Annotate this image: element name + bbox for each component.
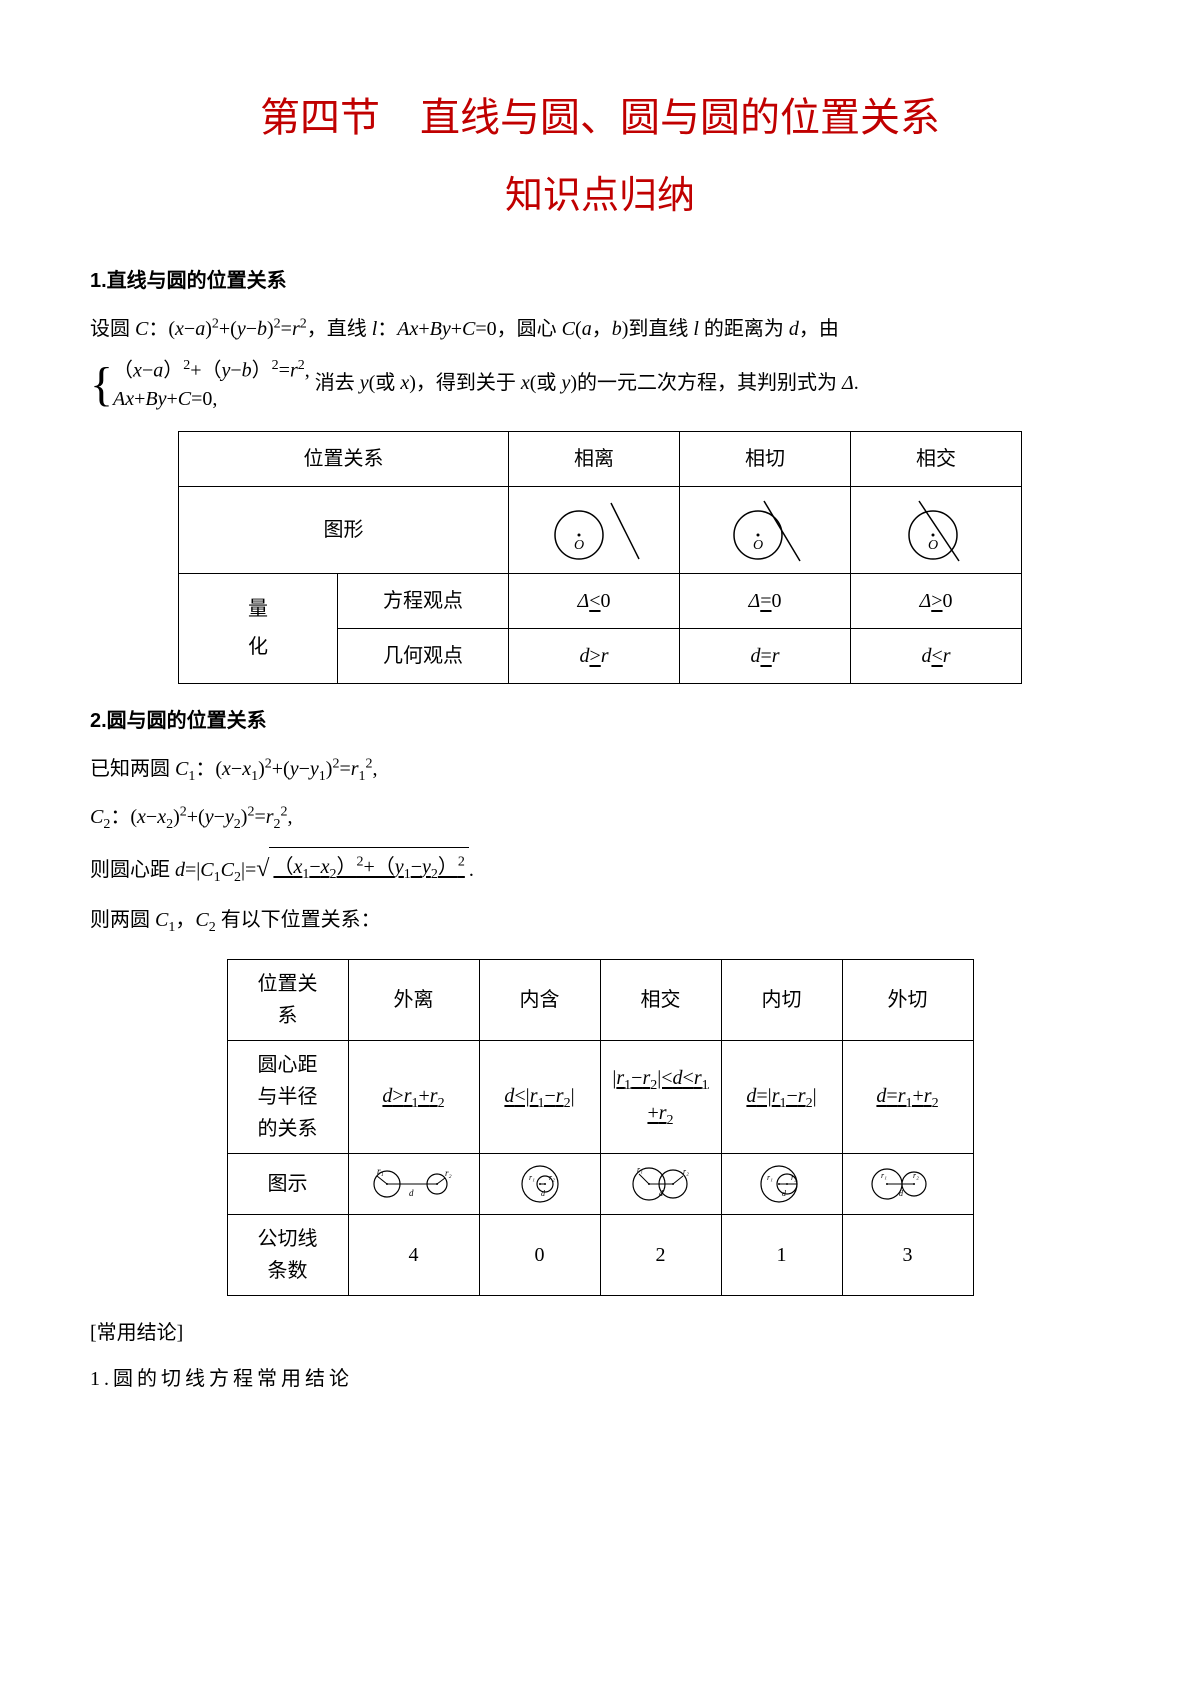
- center-distance: 则圆心距 d=|C1C2|=√（x1−x2）2+（y1−y2）2.: [90, 847, 1110, 893]
- diagram-ext-separate: r₁ r₂ d: [348, 1154, 479, 1215]
- svg-text:r₁: r₁: [881, 1171, 887, 1180]
- diagram-contain: r₁ d r₂: [479, 1154, 600, 1215]
- svg-text:r₂: r₂: [913, 1171, 919, 1180]
- equation-system-line: { （x−a）2+（y−b）2=r2, Ax+By+C=0, 消去 y(或 x)…: [90, 356, 1110, 413]
- diagram-label: 图示: [227, 1154, 348, 1215]
- header-cell: 位置关系: [179, 431, 509, 486]
- table-row: 图示 r₁ r₂ d r₁ d r₂: [227, 1154, 973, 1215]
- cell: d=r: [680, 628, 851, 683]
- header-cell: 外切: [842, 960, 973, 1041]
- diagram-separate: O: [509, 486, 680, 573]
- cell: 4: [348, 1215, 479, 1296]
- eq-line2: Ax+By+C=0,: [113, 385, 310, 413]
- svg-text:r₂: r₂: [445, 1168, 452, 1178]
- circle-c: C: [135, 318, 148, 340]
- line-circle-table: 位置关系 相离 相切 相交 图形 O O O: [178, 431, 1022, 684]
- svg-text:O: O: [928, 538, 938, 553]
- cell: |r1−r2|<d<r1+r2: [600, 1041, 721, 1154]
- sqrt-body: （x1−x2）2+（y1−y2）2: [269, 847, 468, 889]
- cell: Δ<0: [509, 573, 680, 628]
- header-cell: 相交: [851, 431, 1022, 486]
- fang-label: 方程观点: [338, 573, 509, 628]
- circle-circle-table: 位置关系 外离 内含 相交 内切 外切 圆心距与半径的关系 d>r1+r2 d<…: [227, 959, 974, 1296]
- table-row: 位置关系 相离 相切 相交: [179, 431, 1022, 486]
- section1-heading: 1.直线与圆的位置关系: [90, 262, 1110, 300]
- header-cell: 内切: [721, 960, 842, 1041]
- table-row: 公切线条数 4 0 2 1 3: [227, 1215, 973, 1296]
- svg-text:O: O: [753, 538, 763, 553]
- radius-label: 圆心距与半径的关系: [227, 1041, 348, 1154]
- diagram-intersect: O: [851, 486, 1022, 573]
- cell: 1: [721, 1215, 842, 1296]
- svg-text:O: O: [574, 538, 584, 553]
- sqrt-icon: √: [256, 847, 269, 893]
- shape-label: 图形: [179, 486, 509, 573]
- elim-text: 消去 y(或 x)，得到关于 x(或 y)的一元二次方程，其判别式为 Δ.: [315, 372, 859, 394]
- svg-text:r₁: r₁: [529, 1173, 535, 1182]
- sub-title: 知识点归纳: [90, 160, 1110, 232]
- cell: Δ=0: [680, 573, 851, 628]
- svg-text:r₁: r₁: [637, 1165, 643, 1174]
- conclusion-item1: 1.圆的切线方程常用结论: [90, 1360, 1110, 1398]
- tangent-count-label: 公切线条数: [227, 1215, 348, 1296]
- header-cell: 位置关系: [227, 960, 348, 1041]
- diagram-int-tangent: r₁ d r₂: [721, 1154, 842, 1215]
- header-cell: 相交: [600, 960, 721, 1041]
- left-brace-icon: {: [90, 361, 113, 409]
- header-cell: 相离: [509, 431, 680, 486]
- equation-system: { （x−a）2+（y−b）2=r2, Ax+By+C=0,: [90, 356, 310, 413]
- ji-label: 几何观点: [338, 628, 509, 683]
- cell: d>r1+r2: [348, 1041, 479, 1154]
- section1-intro: 设圆 C：(x−a)2+(y−b)2=r2，直线 l：Ax+By+C=0，圆心 …: [90, 310, 1110, 348]
- svg-text:r₁: r₁: [377, 1166, 384, 1176]
- eq-line1: （x−a）2+（y−b）2=r2,: [113, 356, 310, 385]
- table-row: 圆心距与半径的关系 d>r1+r2 d<|r1−r2| |r1−r2|<d<r1…: [227, 1041, 973, 1154]
- svg-text:d: d: [409, 1188, 414, 1198]
- table-row: 量化 方程观点 Δ<0 Δ=0 Δ>0: [179, 573, 1022, 628]
- quantify-label: 量化: [179, 573, 338, 683]
- header-cell: 内含: [479, 960, 600, 1041]
- text: ：(x−a)2+(y−b)2=r2，直线 l：Ax+By+C=0，圆心 C(a，…: [148, 318, 839, 340]
- table-row: 图形 O O O: [179, 486, 1022, 573]
- svg-text:r₂: r₂: [549, 1173, 555, 1182]
- circle1-def: 已知两圆 C1：(x−x1)2+(y−y1)2=r12,: [90, 750, 1110, 791]
- cell: 3: [842, 1215, 973, 1296]
- cell: d>r: [509, 628, 680, 683]
- cell: d=|r1−r2|: [721, 1041, 842, 1154]
- diagram-ext-tangent: r₁ r₂ d: [842, 1154, 973, 1215]
- conclusions-head: [常用结论]: [90, 1314, 1110, 1352]
- relations-text: 则两圆 C1，C2 有以下位置关系：: [90, 901, 1110, 942]
- header-cell: 外离: [348, 960, 479, 1041]
- header-cell: 相切: [680, 431, 851, 486]
- cell: 2: [600, 1215, 721, 1296]
- table-row: 位置关系 外离 内含 相交 内切 外切: [227, 960, 973, 1041]
- cell: d<r: [851, 628, 1022, 683]
- circle2-def: C2：(x−x2)2+(y−y2)2=r22,: [90, 798, 1110, 839]
- cell: d=r1+r2: [842, 1041, 973, 1154]
- cell: Δ>0: [851, 573, 1022, 628]
- cell: 0: [479, 1215, 600, 1296]
- text: 设圆: [90, 318, 135, 340]
- diagram-tangent: O: [680, 486, 851, 573]
- svg-text:d: d: [541, 1189, 546, 1198]
- svg-text:r₁: r₁: [767, 1173, 773, 1182]
- svg-text:r₂: r₂: [683, 1167, 689, 1176]
- section2-heading: 2.圆与圆的位置关系: [90, 702, 1110, 740]
- main-title: 第四节 直线与圆、圆与圆的位置关系: [90, 80, 1110, 156]
- diagram-intersect: r₁ r₂ d: [600, 1154, 721, 1215]
- svg-text:r₂: r₂: [791, 1173, 797, 1182]
- cell: d<|r1−r2|: [479, 1041, 600, 1154]
